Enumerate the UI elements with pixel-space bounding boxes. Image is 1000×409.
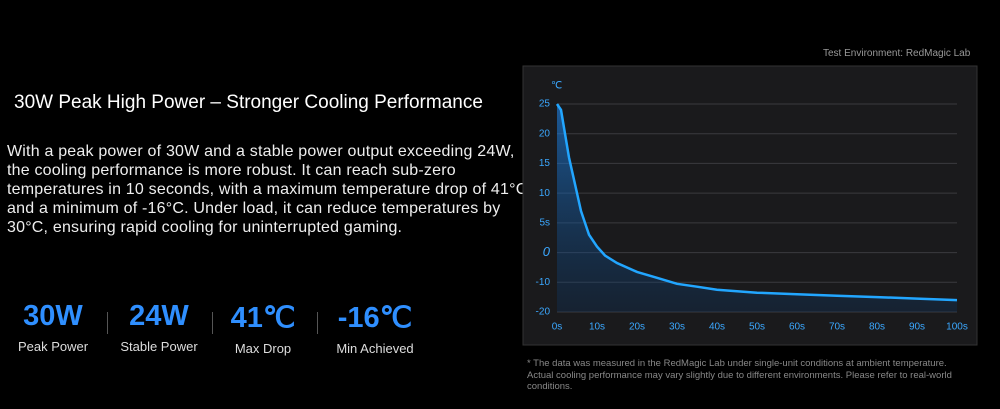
stat: 30W Peak Power	[3, 300, 103, 354]
stat-value: 24W	[129, 300, 189, 332]
stat-label: Max Drop	[234, 341, 292, 356]
y-tick-label: 25	[539, 99, 551, 110]
stat-value: -16℃	[337, 302, 413, 334]
x-tick-label: 80s	[869, 322, 885, 333]
y-tick-label: 0	[543, 244, 551, 259]
stat-label: Peak Power	[17, 339, 89, 354]
y-unit: ℃	[551, 81, 562, 92]
y-tick-label: 20	[539, 128, 551, 139]
stat-label: Stable Power	[120, 339, 198, 354]
stat-value: 30W	[23, 300, 83, 332]
divider	[212, 312, 213, 334]
y-tick-label: 5s	[539, 217, 550, 228]
x-tick-label: 90s	[909, 322, 925, 333]
x-tick-label: 10s	[589, 322, 605, 333]
x-tick-label: 20s	[629, 322, 645, 333]
y-tick-label: 15	[539, 158, 551, 169]
divider	[317, 312, 318, 334]
test-environment: Test Environment: RedMagic Lab	[823, 48, 971, 59]
y-tick-label: -10	[536, 277, 551, 288]
x-tick-label: 70s	[829, 322, 845, 333]
stat-value: 41℃	[230, 302, 296, 334]
title: 30W Peak High Power – Stronger Cooling P…	[14, 92, 483, 113]
stat: -16℃ Min Achieved	[325, 300, 425, 356]
x-tick-label: 40s	[709, 322, 725, 333]
divider	[107, 312, 108, 334]
y-tick-label: 10	[539, 188, 551, 199]
x-tick-label: 100s	[946, 322, 968, 333]
stat: 41℃ Max Drop	[213, 300, 313, 356]
stat: 24W Stable Power	[109, 300, 209, 354]
area	[557, 104, 957, 312]
description: With a peak power of 30W and a stable po…	[7, 143, 528, 236]
x-tick-label: 30s	[669, 322, 685, 333]
x-tick-label: 0s	[552, 322, 563, 333]
y-tick-label: -20	[536, 307, 551, 318]
stat-label: Min Achieved	[336, 341, 414, 356]
x-tick-label: 60s	[789, 322, 805, 333]
x-tick-label: 50s	[749, 322, 765, 333]
footnote: * The data was measured in the RedMagic …	[527, 358, 952, 392]
line	[555, 103, 958, 302]
